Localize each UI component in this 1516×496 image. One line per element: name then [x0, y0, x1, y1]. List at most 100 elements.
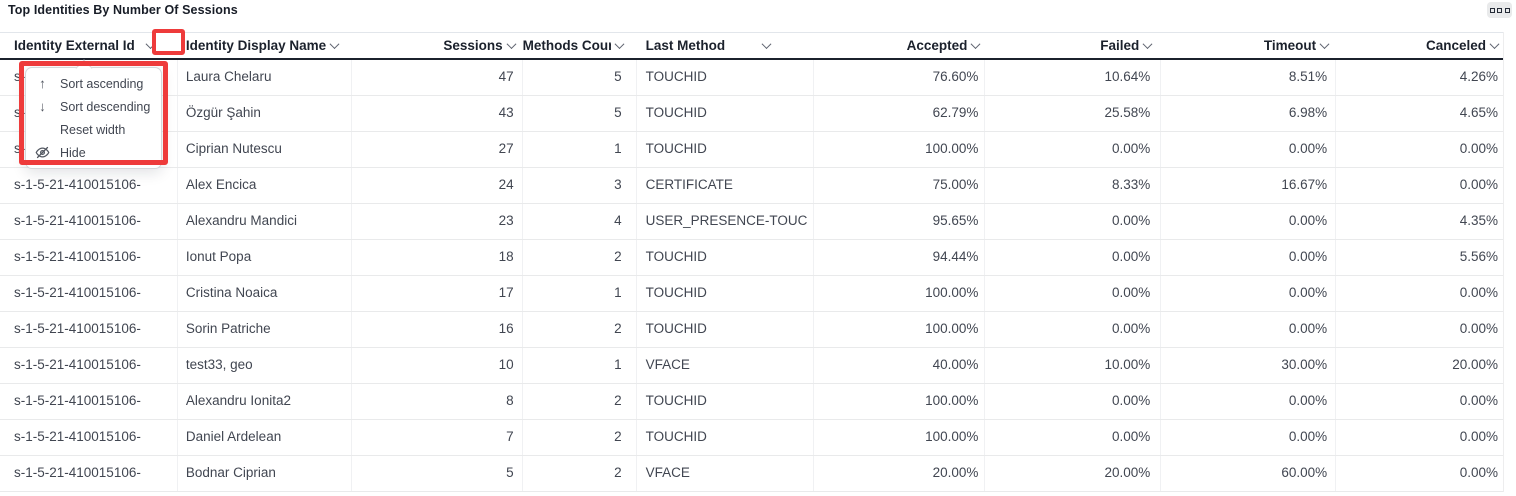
table-cell-last-method: VFACE: [637, 348, 815, 383]
table-body: s-1-5-21-410015106-Laura Chelaru475TOUCH…: [0, 60, 1503, 492]
column-header-accepted[interactable]: Accepted: [814, 33, 985, 58]
table-cell-canceled: 0.00%: [1459, 285, 1499, 300]
table-cell-last-method: USER_PRESENCE-TOUC: [637, 204, 815, 239]
table-cell-failed: 0.00%: [985, 312, 1162, 347]
table-cell-sessions: 10: [352, 348, 523, 383]
table-cell-timeout: 0.00%: [1161, 312, 1337, 347]
table-cell-failed: 0.00%: [985, 384, 1162, 419]
table-cell-methods-count: 1: [523, 348, 637, 383]
table-row: s-1-5-21-410015106- test33, geo 10 1 VFACE 40…: [0, 348, 1503, 384]
table-cell-failed: 0.00%: [985, 276, 1162, 311]
column-header-label: Last Method: [645, 38, 726, 53]
chevron-down-icon[interactable]: [1489, 39, 1500, 50]
menu-item-label: Hide: [60, 145, 86, 160]
table-cell-canceled: 20.00%: [1452, 357, 1499, 372]
table-cell-canceled: 0.00%: [1459, 141, 1499, 156]
column-header-label: Identity Display Name: [185, 38, 327, 53]
menu-item-reset-width[interactable]: Reset width: [26, 118, 161, 141]
table-cell-timeout: 0.00%: [1161, 384, 1337, 419]
table-cell-canceled: 0.00%: [1459, 321, 1499, 336]
column-header-label: Sessions: [443, 38, 503, 53]
column-header-failed[interactable]: Failed: [985, 33, 1161, 58]
chevron-down-icon[interactable]: [614, 39, 625, 50]
table-cell-methods-count: 2: [523, 312, 637, 347]
table-cell-accepted: 100.00%: [814, 276, 986, 311]
table-cell-sessions: 43: [352, 96, 523, 131]
table-cell-failed: 8.33%: [985, 168, 1162, 203]
chevron-down-icon[interactable]: [1142, 39, 1153, 50]
table-cell-identity-external-id: s-1-5-21-410015106-: [0, 312, 178, 347]
table-cell-canceled: 0.00%: [1459, 393, 1499, 408]
table-cell-identity-display-name: Cristina Noaica: [178, 276, 352, 311]
menu-item-sort-descending[interactable]: ↓ Sort descending: [26, 95, 161, 118]
table-cell-canceled: 4.35%: [1459, 213, 1499, 228]
chevron-down-icon[interactable]: [145, 39, 156, 50]
table-row: s-1-5-21-410015106-Laura Chelaru475TOUCH…: [0, 60, 1503, 96]
table-row: s-1-5-21-410015106- Alexandru Mandici 23 4 U…: [0, 204, 1503, 240]
table-cell-identity-display-name: Alex Encica: [178, 168, 352, 203]
data-table: Identity External Id Identity Display Nam…: [0, 32, 1504, 492]
table-header-row: Identity External Id Identity Display Nam…: [0, 32, 1503, 60]
table-cell-identity-external-id: s-1-5-21-410015106-: [0, 456, 178, 491]
table-cell-identity-display-name: Özgür Şahin: [178, 96, 352, 131]
column-header-label: Accepted: [906, 38, 968, 53]
table-row: s-1-5-21-410015106- Cristina Noaica 17 1 TOU…: [0, 276, 1503, 312]
table-cell-identity-external-id: s-1-5-21-410015106-: [0, 384, 178, 419]
table-cell-sessions: 27: [352, 132, 523, 167]
table-cell-identity-display-name: Daniel Ardelean: [178, 420, 352, 455]
table-cell-identity-external-id: s-1-5-21-410015106-: [0, 240, 178, 275]
table-cell-methods-count: 2: [523, 456, 637, 491]
chevron-down-icon[interactable]: [329, 39, 340, 50]
column-header-identity-external-id[interactable]: Identity External Id: [0, 33, 178, 58]
table-cell-canceled: 0.00%: [1459, 465, 1499, 480]
arrow-up-icon: ↑: [39, 76, 46, 91]
table-cell-sessions: 7: [352, 420, 523, 455]
column-header-timeout[interactable]: Timeout: [1161, 33, 1336, 58]
table-cell-last-method: TOUCHID: [637, 276, 815, 311]
table-cell-last-method: CERTIFICATE: [637, 168, 815, 203]
table-cell-timeout: 60.00%: [1161, 456, 1337, 491]
menu-item-hide[interactable]: Hide: [26, 141, 161, 164]
table-cell-last-method: TOUCHID: [637, 60, 815, 95]
table-cell-timeout: 0.00%: [1161, 132, 1337, 167]
chevron-down-icon[interactable]: [506, 39, 517, 50]
column-header-canceled[interactable]: Canceled: [1336, 33, 1503, 58]
table-cell-timeout: 30.00%: [1161, 348, 1337, 383]
table-cell-accepted: 100.00%: [814, 132, 986, 167]
table-cell-methods-count: 1: [523, 132, 637, 167]
chevron-down-icon[interactable]: [970, 39, 981, 50]
table-cell-sessions: 17: [352, 276, 523, 311]
column-header-sessions[interactable]: Sessions: [352, 33, 523, 58]
menu-item-sort-ascending[interactable]: ↑ Sort ascending: [26, 72, 161, 95]
column-header-identity-display-name[interactable]: Identity Display Name: [178, 33, 352, 58]
table-row: s-1-5-21-410015106-Özgür Şahin435TOUCHID…: [0, 96, 1503, 132]
table-cell-canceled: 0.00%: [1459, 177, 1499, 192]
table-cell-methods-count: 5: [523, 60, 637, 95]
table-cell-accepted: 94.44%: [814, 240, 986, 275]
column-header-label: Timeout: [1263, 38, 1317, 53]
table-cell-identity-external-id: s-1-5-21-410015106-: [0, 204, 178, 239]
table-cell-methods-count: 2: [523, 384, 637, 419]
table-cell-methods-count: 4: [523, 204, 637, 239]
table-cell-identity-display-name: Ionut Popa: [178, 240, 352, 275]
chevron-down-icon[interactable]: [1319, 39, 1330, 50]
table-cell-accepted: 62.79%: [814, 96, 986, 131]
table-row: s-1-5-21-410015106-Ciprian Nutescu271TOU…: [0, 132, 1503, 168]
table-cell-identity-display-name: Alexandru Mandici: [178, 204, 352, 239]
table-cell-sessions: 23: [352, 204, 523, 239]
table-cell-failed: 10.00%: [985, 348, 1162, 383]
column-header-methods-count[interactable]: Methods Count: [523, 33, 637, 58]
table-cell-failed: 0.00%: [985, 204, 1162, 239]
table-cell-accepted: 20.00%: [814, 456, 986, 491]
column-header-last-method[interactable]: Last Method: [637, 33, 815, 58]
panel-menu-icon: [1489, 7, 1510, 13]
table-cell-last-method: TOUCHID: [637, 312, 815, 347]
table-row: s-1-5-21-410015106- Bodnar Ciprian 5 2 VFACE…: [0, 456, 1503, 492]
column-header-label: Canceled: [1425, 38, 1487, 53]
menu-item-label: Reset width: [60, 122, 126, 137]
panel-menu-button[interactable]: [1487, 2, 1512, 18]
table-cell-timeout: 16.67%: [1161, 168, 1337, 203]
table-cell-methods-count: 2: [523, 240, 637, 275]
eye-off-icon: [35, 145, 50, 160]
chevron-down-icon[interactable]: [761, 39, 772, 50]
